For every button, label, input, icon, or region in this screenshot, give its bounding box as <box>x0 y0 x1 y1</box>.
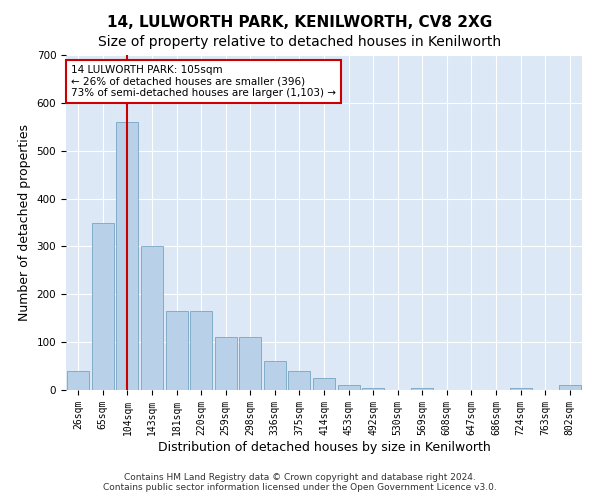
Text: 14, LULWORTH PARK, KENILWORTH, CV8 2XG: 14, LULWORTH PARK, KENILWORTH, CV8 2XG <box>107 15 493 30</box>
Bar <box>338 385 359 390</box>
Bar <box>264 362 286 390</box>
Bar <box>116 122 139 390</box>
Bar <box>559 385 581 390</box>
Bar <box>289 371 310 390</box>
Bar <box>239 338 262 390</box>
Bar <box>92 222 114 390</box>
Bar <box>166 311 188 390</box>
Bar <box>362 388 384 390</box>
Bar <box>509 388 532 390</box>
Bar <box>67 371 89 390</box>
Bar <box>215 338 237 390</box>
X-axis label: Distribution of detached houses by size in Kenilworth: Distribution of detached houses by size … <box>158 440 490 454</box>
Text: Contains HM Land Registry data © Crown copyright and database right 2024.
Contai: Contains HM Land Registry data © Crown c… <box>103 473 497 492</box>
Text: Size of property relative to detached houses in Kenilworth: Size of property relative to detached ho… <box>98 35 502 49</box>
Bar <box>190 311 212 390</box>
Y-axis label: Number of detached properties: Number of detached properties <box>18 124 31 321</box>
Bar <box>313 378 335 390</box>
Bar <box>141 246 163 390</box>
Bar <box>411 388 433 390</box>
Text: 14 LULWORTH PARK: 105sqm
← 26% of detached houses are smaller (396)
73% of semi-: 14 LULWORTH PARK: 105sqm ← 26% of detach… <box>71 65 336 98</box>
